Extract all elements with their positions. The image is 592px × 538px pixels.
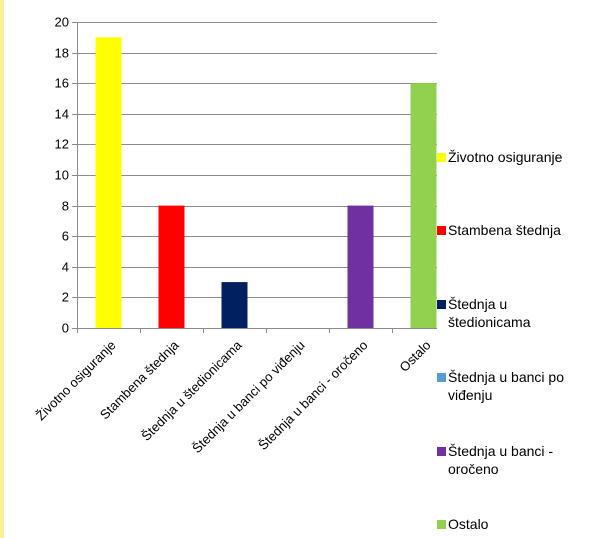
y-tick-label: 12 (55, 137, 69, 152)
legend-item: Štednja u banci - oročeno (437, 442, 590, 478)
legend-swatch (437, 300, 446, 309)
bars (95, 37, 437, 329)
legend-label: Životno osiguranje (448, 149, 563, 165)
legend-item: Štednja u banci po viđenju (437, 368, 590, 404)
bar-chart: 0 2 4 6 8 10 12 14 16 18 20 Životno osiguranjeStam… (33, 15, 437, 456)
legend-swatch (437, 373, 446, 382)
y-tick-label: 16 (55, 76, 69, 91)
y-tick-labels: 0 2 4 6 8 10 12 14 16 18 20 (55, 15, 69, 336)
legend-swatch (437, 447, 446, 456)
y-tick-label: 4 (62, 260, 69, 275)
legend-swatch (437, 153, 446, 162)
bar (221, 282, 248, 328)
legend-swatch (437, 226, 446, 235)
bar (410, 83, 437, 328)
bar (158, 205, 185, 328)
category-label: Štednja u banci po viđenju (189, 338, 307, 456)
y-tick-label: 8 (62, 199, 69, 214)
y-tick-label: 6 (62, 229, 69, 244)
category-label: Ostalo (396, 338, 433, 375)
y-tick-label: 10 (55, 168, 69, 183)
y-tick-label: 2 (62, 290, 69, 305)
y-tick-label: 20 (55, 15, 69, 30)
legend-item: Stambena štednja (437, 221, 590, 239)
grid-lines (72, 22, 437, 329)
legend-item: Ostalo (437, 515, 590, 533)
bar (95, 37, 122, 329)
bar (347, 205, 374, 328)
axes (77, 22, 437, 333)
category-label: Štednja u banci - oročeno (255, 338, 370, 453)
left-border-strip (0, 0, 4, 538)
legend-label: Štednja u banci - oročeno (448, 443, 554, 477)
legend-item: Štednja u štedionicama (437, 295, 590, 331)
y-tick-label: 14 (55, 107, 69, 122)
legend-label: Ostalo (448, 516, 489, 532)
legend-label: Stambena štednja (448, 222, 561, 238)
y-tick-label: 0 (62, 321, 69, 336)
legend-label: Štednja u banci po viđenju (448, 369, 564, 403)
legend-swatch (437, 520, 446, 529)
y-tick-label: 18 (55, 46, 69, 61)
legend-item: Životno osiguranje (437, 148, 590, 166)
legend: Životno osiguranje Stambena štednja Štednj… (437, 0, 592, 538)
legend-label: Štednja u štedionicama (448, 296, 531, 330)
